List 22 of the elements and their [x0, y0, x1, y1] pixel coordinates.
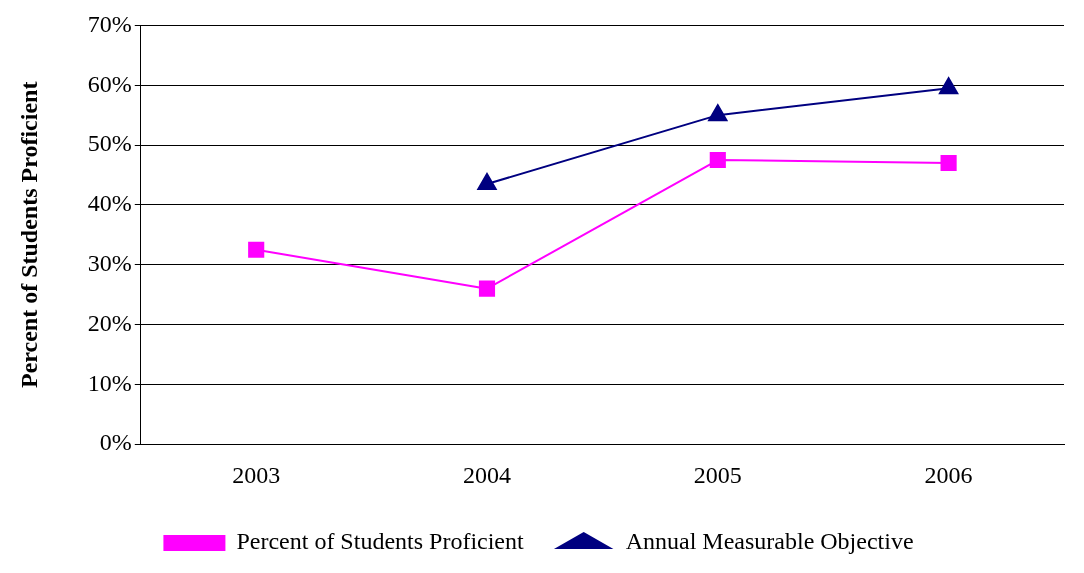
point [478, 280, 496, 297]
point [938, 77, 959, 95]
x-tick-label: 2005 [693, 461, 742, 488]
y-tick-label: 40% [87, 190, 132, 217]
y-tick-label: 30% [87, 250, 132, 277]
y-tick-label: 70% [87, 10, 132, 37]
point [940, 154, 957, 172]
legend-label: Annual Measurable Objective [625, 528, 914, 555]
y-tick-label: 0% [99, 429, 132, 456]
point [709, 151, 726, 169]
x-tick-label: 2004 [463, 461, 511, 488]
y-tick-label: 10% [87, 369, 132, 396]
x-tick-label: 2006 [924, 461, 973, 488]
y-axis-title: Percent of Students Proficient [15, 81, 42, 388]
y-tick-label: 50% [87, 130, 132, 157]
legend-label: Percent of Students Proficient [236, 528, 525, 555]
y-tick-label: 60% [87, 70, 132, 97]
x-tick-label: 2003 [232, 461, 281, 488]
point [708, 104, 728, 122]
point [477, 172, 497, 190]
point [248, 241, 265, 258]
y-tick-label: 20% [87, 309, 132, 336]
